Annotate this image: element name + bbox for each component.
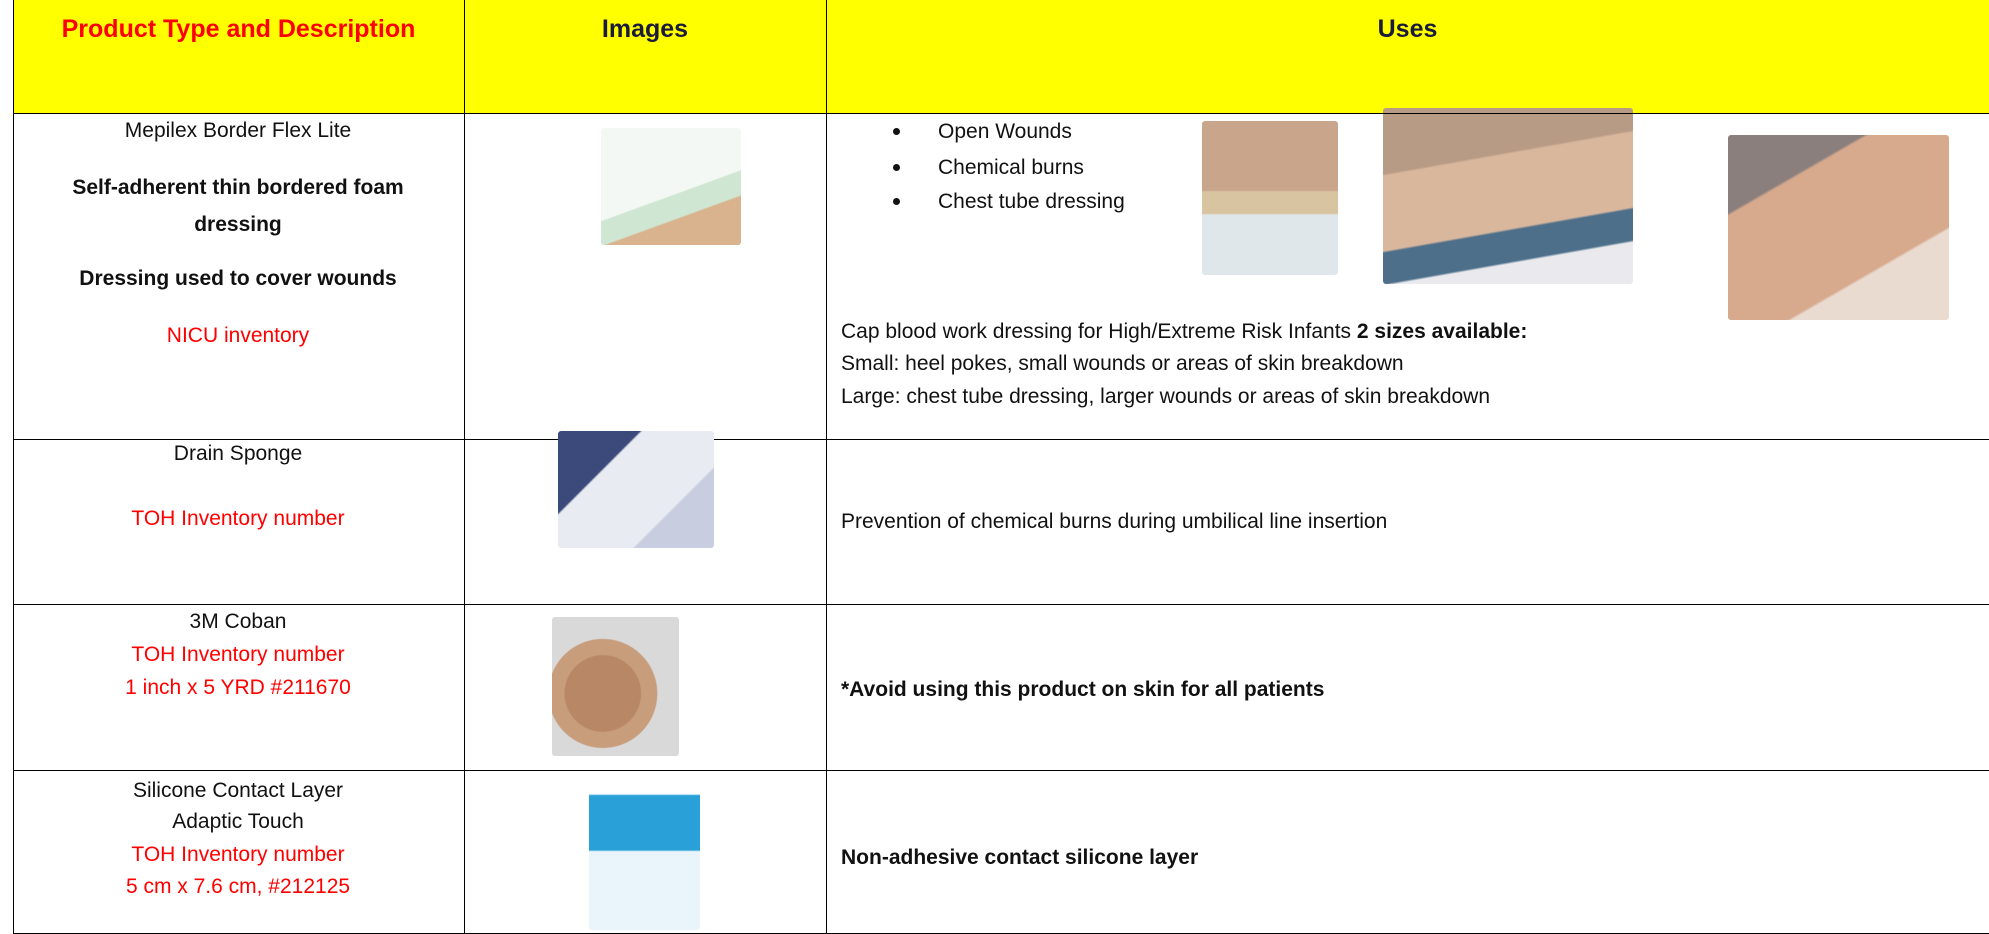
text-run: *Avoid using this product on skin for al… (841, 678, 1325, 701)
product-text: Silicone Contact Layer (132, 779, 344, 802)
product-text: 1 inch x 5 YRD #211670 (125, 676, 351, 699)
product-text: Drain Sponge (173, 442, 303, 465)
product-text: Adaptic Touch (172, 810, 304, 833)
text-run: Cap blood work dressing for High/Extreme… (841, 320, 1357, 343)
header-cell: Product Type and Description (61, 15, 416, 43)
product-image (552, 617, 679, 756)
bullet-text: Open Wounds (938, 120, 1072, 143)
border (13, 439, 558, 440)
product-text: dressing (194, 213, 282, 236)
text-run: Non-adhesive contact silicone layer (841, 846, 1199, 869)
product-text: TOH Inventory number (131, 643, 345, 666)
product-image (558, 431, 714, 548)
uses-line: Large: chest tube dressing, larger wound… (841, 385, 1490, 409)
border (13, 604, 1989, 605)
photo (1728, 135, 1949, 320)
text-run: 2 sizes available: (1356, 320, 1528, 343)
header-cell: Images (601, 15, 689, 43)
bullet-text: Chest tube dressing (938, 190, 1125, 213)
product-text: Dressing used to cover wounds (79, 267, 397, 290)
border (714, 439, 1989, 440)
text-run: Small: heel pokes, small wounds or areas… (841, 352, 1404, 375)
bullet-text: Chemical burns (938, 156, 1084, 179)
text-run: Prevention of chemical burns during umbi… (841, 510, 1388, 533)
text-run: Large: chest tube dressing, larger wound… (841, 385, 1491, 408)
product-image (601, 128, 741, 245)
header-cell: Uses (1377, 15, 1438, 43)
product-image (589, 770, 700, 930)
border (826, 0, 827, 934)
bullet-dot (893, 198, 900, 205)
uses-line: *Avoid using this product on skin for al… (841, 678, 1324, 702)
product-text: 5 cm x 7.6 cm, #212125 (125, 875, 351, 898)
border (13, 0, 14, 934)
photo (1383, 108, 1633, 284)
border (13, 770, 1989, 771)
product-text: 3M Coban (189, 610, 287, 633)
product-text: Mepilex Border Flex Lite (124, 119, 352, 142)
uses-line: Non-adhesive contact silicone layer (841, 846, 1198, 870)
product-text: NICU inventory (166, 324, 310, 347)
uses-line: Prevention of chemical burns during umbi… (841, 510, 1387, 534)
border (13, 113, 1989, 114)
photo (1202, 121, 1338, 275)
product-text: Self-adherent thin bordered foam (72, 176, 404, 199)
product-text: TOH Inventory number (131, 507, 345, 530)
uses-line: Small: heel pokes, small wounds or areas… (841, 352, 1404, 376)
bullet-dot (893, 164, 900, 171)
bullet-dot (893, 128, 900, 135)
border (464, 0, 465, 934)
product-text: TOH Inventory number (131, 843, 345, 866)
uses-line: Cap blood work dressing for High/Extreme… (841, 320, 1527, 344)
header-row (13, 0, 1989, 113)
